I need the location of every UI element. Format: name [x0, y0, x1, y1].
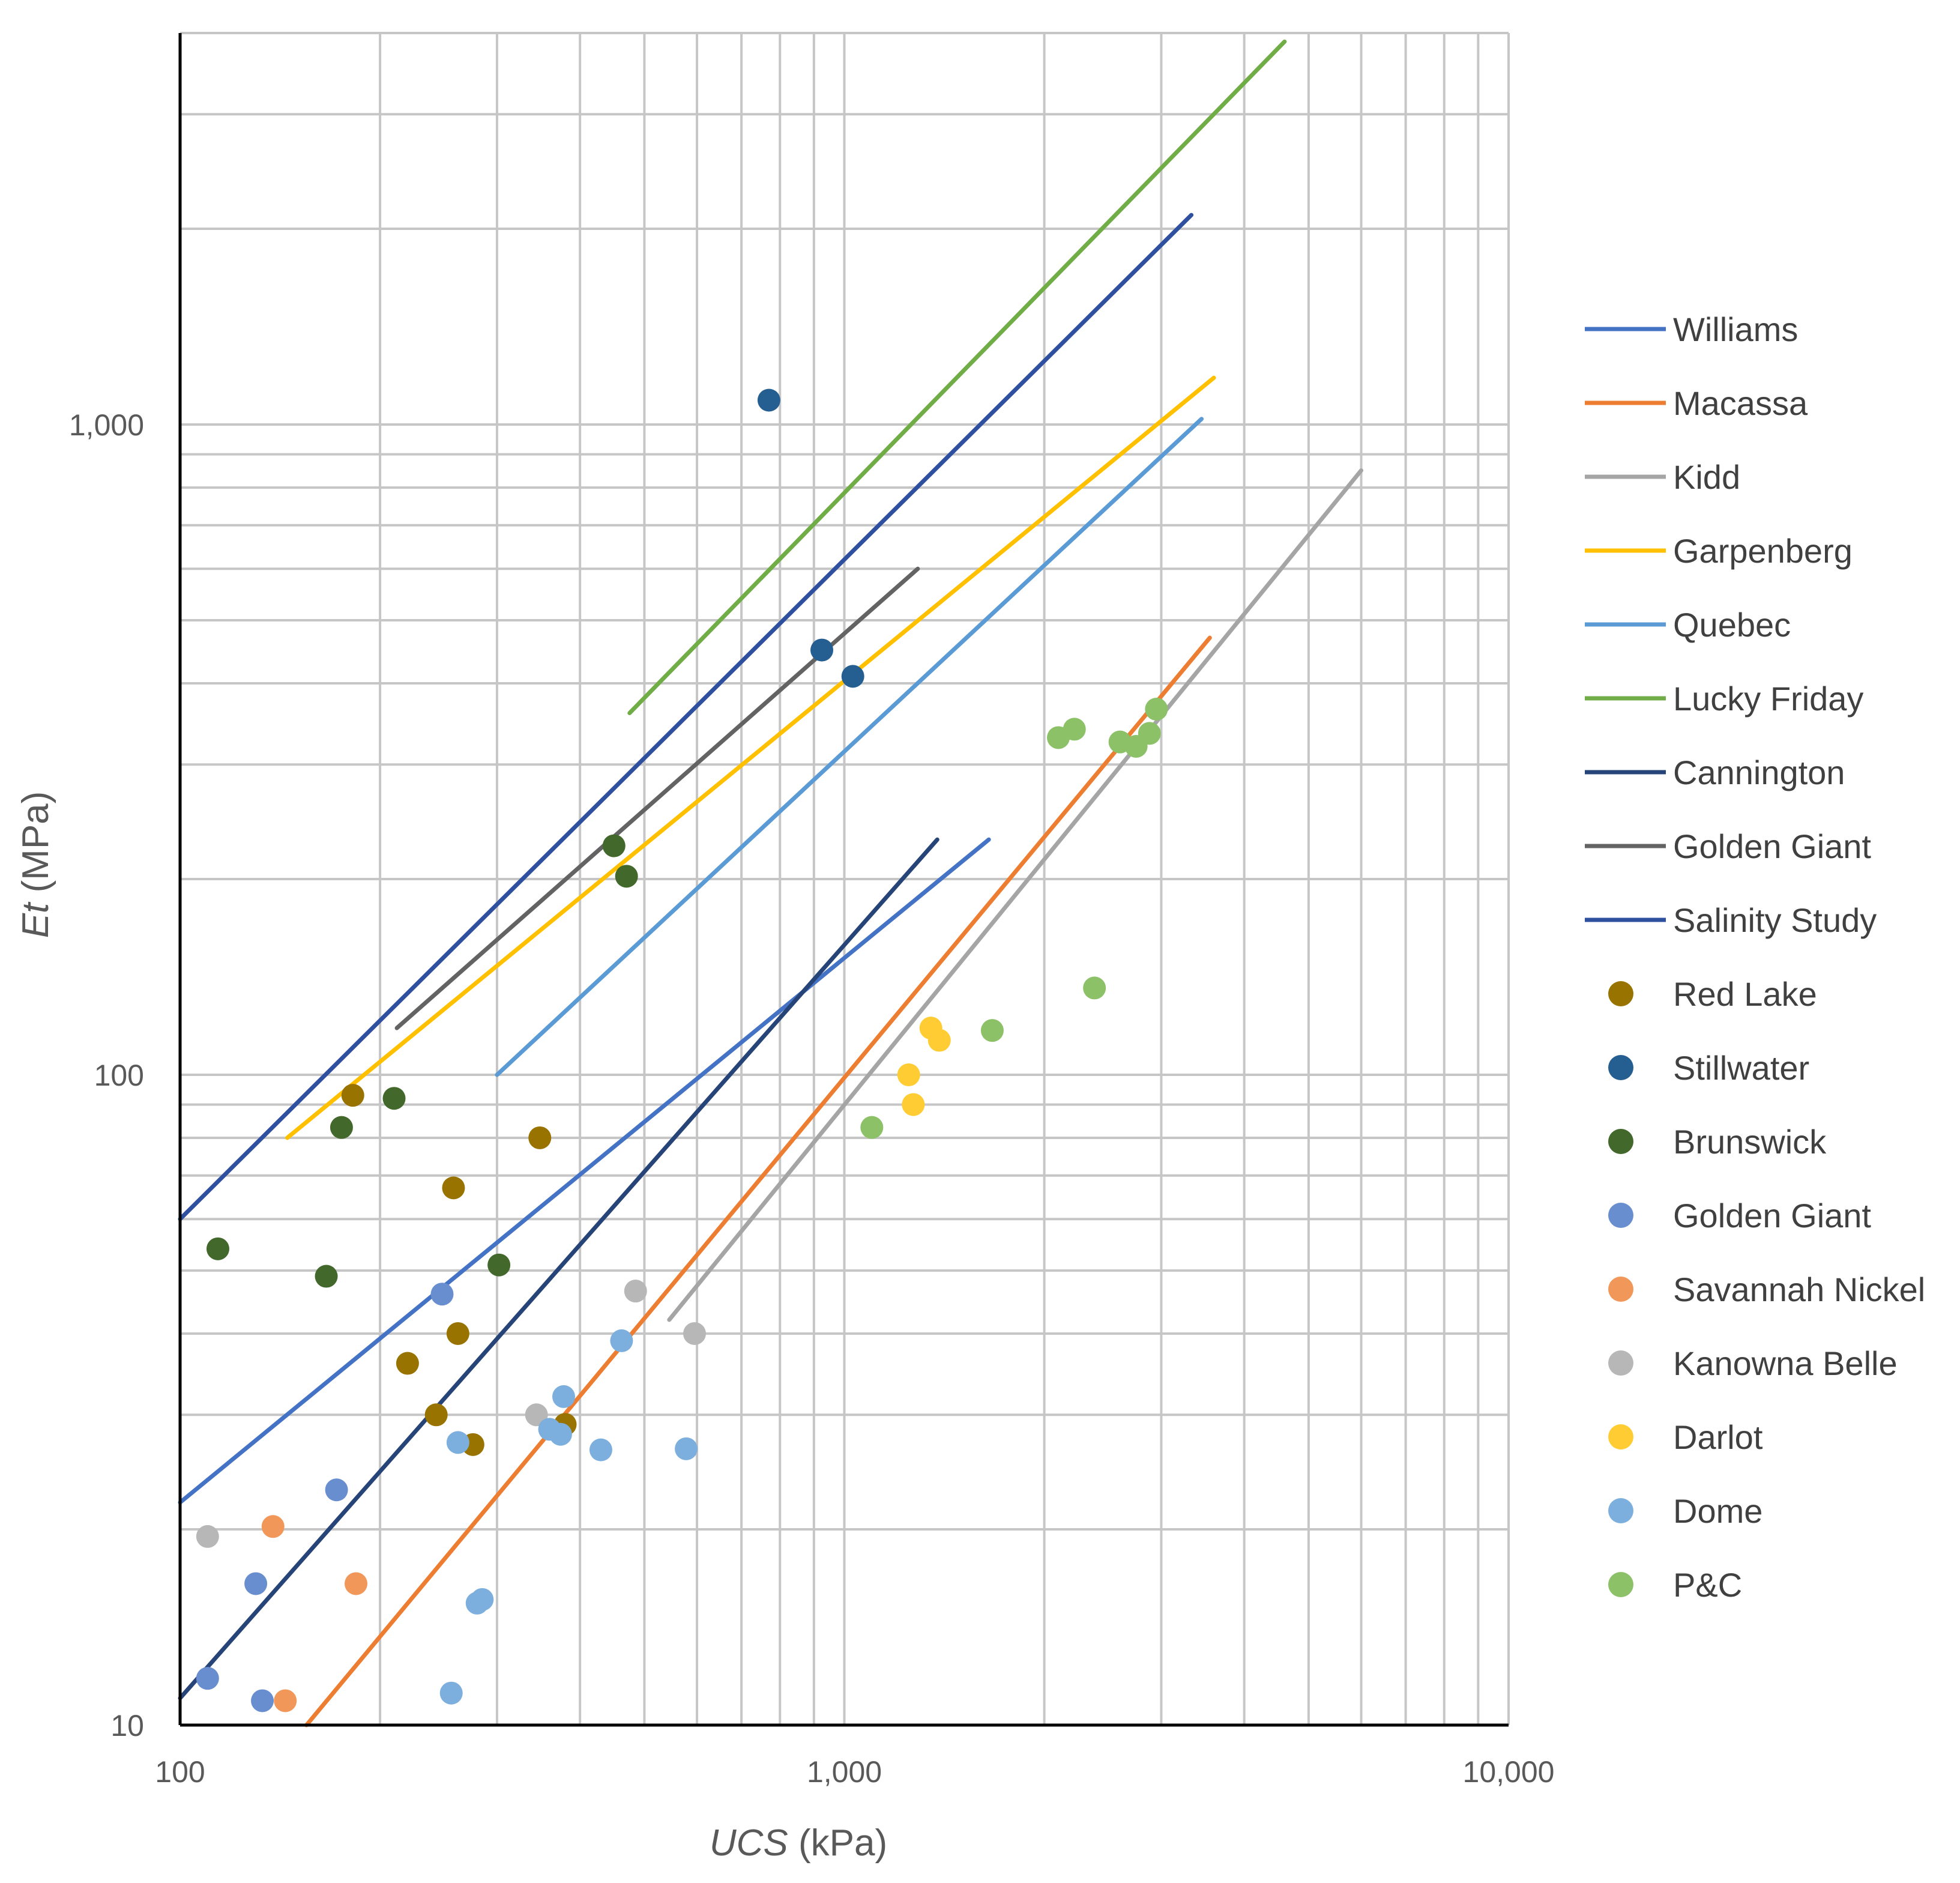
x-tick-label: 1,000 [807, 1755, 882, 1789]
line-lucky-friday [627, 39, 1287, 716]
point-darlot [927, 1029, 951, 1052]
y-axis-title: Et (MPa) [15, 791, 56, 938]
point-stillwater [810, 638, 834, 662]
legend-label: Kanowna Belle [1673, 1344, 1898, 1382]
legend-label: Dome [1673, 1492, 1762, 1530]
point-red-lake [424, 1403, 448, 1427]
data-points [196, 388, 1168, 1712]
line-salinity-study [178, 213, 1194, 1221]
point-red-lake [442, 1176, 465, 1200]
point-red-lake [446, 1322, 469, 1345]
point-p-c [1138, 722, 1161, 745]
legend-label: Salinity Study [1673, 901, 1877, 939]
point-dome [589, 1438, 612, 1461]
legend-marker-swatch [1608, 1498, 1633, 1523]
point-golden-giant [244, 1572, 268, 1595]
line-macassa [304, 635, 1212, 1727]
x-tick-label: 100 [155, 1755, 205, 1789]
legend-label: P&C [1673, 1566, 1742, 1604]
line-cannington [178, 837, 939, 1700]
point-brunswick [206, 1237, 229, 1260]
point-brunswick [487, 1253, 511, 1277]
point-golden-giant [430, 1283, 454, 1306]
legend-label: Golden Giant [1673, 827, 1871, 865]
point-kanowna-belle [196, 1525, 219, 1548]
point-brunswick [615, 865, 638, 888]
point-golden-giant [196, 1667, 219, 1690]
y-tick-label: 1,000 [69, 408, 144, 442]
point-brunswick [315, 1265, 338, 1288]
point-red-lake [528, 1126, 552, 1149]
point-p-c [1083, 976, 1106, 1000]
trend-lines [178, 39, 1364, 1727]
legend-label: Lucky Friday [1673, 680, 1863, 718]
point-golden-giant [325, 1478, 348, 1502]
point-p-c [1063, 718, 1086, 741]
line-kidd [667, 468, 1364, 1322]
y-tick-label: 10 [110, 1709, 144, 1742]
legend-label: Golden Giant [1673, 1197, 1871, 1235]
legend-marker-swatch [1608, 1129, 1633, 1154]
line-williams [178, 837, 991, 1505]
point-p-c [980, 1019, 1004, 1042]
point-kanowna-belle [525, 1403, 548, 1427]
point-darlot [897, 1063, 920, 1087]
legend-marker-swatch [1608, 981, 1633, 1006]
point-dome [446, 1431, 469, 1454]
point-stillwater [757, 388, 780, 412]
point-red-lake [396, 1352, 419, 1375]
plot-frame [178, 33, 1510, 1727]
legend-label: Macassa [1673, 384, 1808, 422]
point-kanowna-belle [624, 1280, 647, 1303]
legend-label: Brunswick [1673, 1123, 1827, 1161]
x-tick-label: 10,000 [1463, 1755, 1555, 1789]
legend-label: Savannah Nickel [1673, 1271, 1925, 1308]
point-p-c [1145, 698, 1168, 721]
point-p-c [860, 1116, 884, 1139]
point-brunswick [330, 1116, 353, 1139]
legend-label: Williams [1673, 310, 1798, 348]
legend-label: Stillwater [1673, 1049, 1809, 1087]
line-quebec [495, 417, 1204, 1077]
point-brunswick [382, 1087, 406, 1110]
point-dome [439, 1681, 463, 1705]
legend: Williams Macassa Kidd Garpenberg Quebec Lucky… [1585, 310, 1925, 1604]
legend-label: Quebec [1673, 606, 1791, 644]
point-dome [610, 1329, 633, 1352]
x-axis-title: UCS (kPa) [710, 1822, 887, 1864]
point-kanowna-belle [683, 1322, 707, 1345]
legend-marker-swatch [1608, 1572, 1633, 1597]
point-red-lake [341, 1084, 364, 1107]
legend-label: Garpenberg [1673, 532, 1853, 570]
legend-marker-swatch [1608, 1203, 1633, 1228]
legend-marker-swatch [1608, 1424, 1633, 1449]
point-darlot [902, 1093, 925, 1116]
point-savannah-nickel [274, 1689, 297, 1712]
legend-label: Cannington [1673, 754, 1845, 791]
legend-marker-swatch [1608, 1277, 1633, 1302]
point-stillwater [841, 665, 864, 688]
point-golden-giant [251, 1689, 274, 1712]
point-brunswick [602, 834, 626, 857]
point-savannah-nickel [345, 1572, 368, 1595]
legend-label: Red Lake [1673, 975, 1817, 1013]
legend-marker-swatch [1608, 1055, 1633, 1080]
legend-marker-swatch [1608, 1350, 1633, 1376]
legend-label: Kidd [1673, 458, 1740, 496]
point-dome [465, 1591, 489, 1615]
grid [180, 32, 1509, 1725]
point-dome [675, 1437, 698, 1460]
y-tick-label: 100 [94, 1059, 144, 1092]
legend-label: Darlot [1673, 1418, 1763, 1456]
tick-labels: 100 1,000 10,000 10 100 1,000 [69, 408, 1555, 1789]
point-savannah-nickel [261, 1515, 285, 1538]
point-dome [549, 1422, 572, 1446]
line-garpenberg [285, 375, 1216, 1140]
point-dome [552, 1385, 575, 1408]
